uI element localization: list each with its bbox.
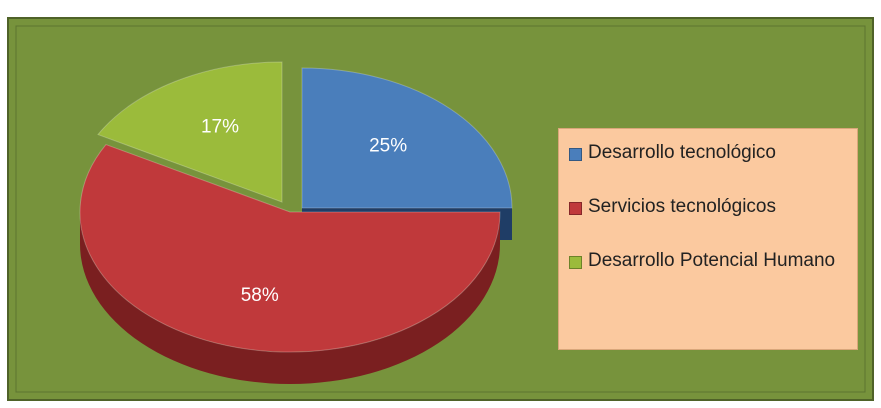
- data-label: 17%: [201, 116, 239, 137]
- slice: [97, 61, 283, 203]
- legend-swatch: [569, 148, 582, 161]
- legend-swatch: [569, 202, 582, 215]
- slice: [79, 143, 501, 353]
- legend-item: Desarrollo tecnológico: [569, 139, 849, 167]
- legend-label: Servicios tecnológicos: [588, 196, 776, 217]
- legend-item: Servicios tecnológicos: [569, 193, 849, 221]
- legend: Desarrollo tecnológico Servicios tecnológ…: [558, 128, 858, 350]
- pie: 25% 58% 17%: [79, 61, 513, 384]
- data-label: 58%: [241, 285, 279, 306]
- slice-side: [80, 212, 500, 384]
- legend-item: Desarrollo Potencial Humano: [569, 247, 849, 275]
- legend-swatch: [569, 256, 582, 269]
- legend-label: Desarrollo Potencial Humano: [588, 250, 836, 271]
- data-label: 25%: [369, 136, 407, 157]
- slice: [301, 67, 513, 209]
- legend-label: Desarrollo tecnológico: [588, 142, 776, 163]
